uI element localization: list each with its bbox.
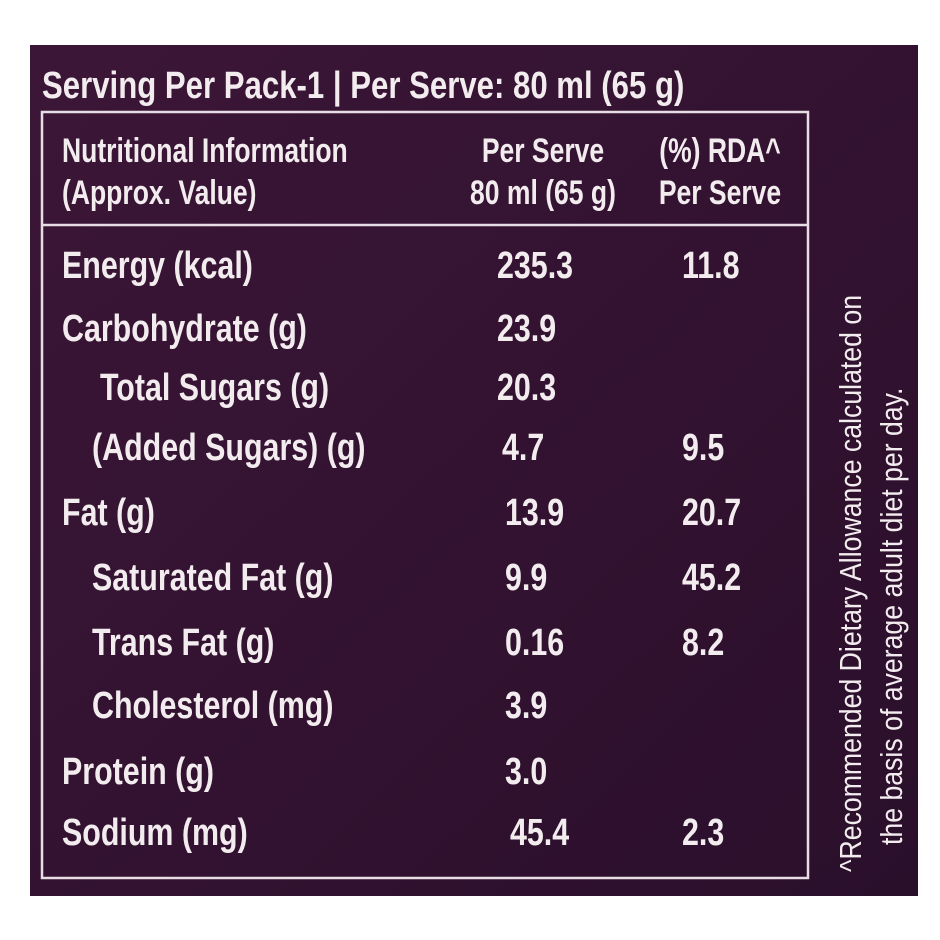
footnote: the basis of average adult diet per day.	[875, 388, 909, 845]
rda-value: 20.7	[682, 492, 741, 534]
rda-value: 9.5	[682, 427, 724, 469]
rda-value: 45.2	[682, 557, 741, 599]
rda-value: 2.3	[682, 812, 724, 854]
column-header: 80 ml (65 g)	[470, 174, 616, 212]
row-label: Saturated Fat (g)	[92, 557, 333, 599]
row-label: Carbohydrate (g)	[62, 308, 307, 350]
footnote: ^Recommended Dietary Allowance calculate…	[834, 295, 868, 872]
row-label: Cholesterol (mg)	[92, 685, 333, 727]
per-serve-value: 45.4	[510, 812, 569, 854]
row-label: Trans Fat (g)	[92, 622, 274, 664]
column-header: Per Serve	[659, 174, 781, 212]
per-serve-value: 13.9	[505, 492, 564, 534]
header-title: Serving Per Pack-1 | Per Serve: 80 ml (6…	[42, 65, 684, 107]
per-serve-value: 20.3	[497, 367, 556, 409]
rda-value: 8.2	[682, 622, 724, 664]
per-serve-value: 9.9	[505, 557, 547, 599]
row-label: Energy (kcal)	[62, 245, 253, 287]
per-serve-value: 3.9	[505, 685, 547, 727]
column-header: Per Serve	[482, 132, 604, 170]
column-header: (%) RDA^	[659, 132, 781, 170]
row-label: Fat (g)	[62, 492, 155, 534]
per-serve-value: 4.7	[502, 427, 544, 469]
rda-value: 11.8	[682, 245, 739, 287]
per-serve-value: 235.3	[497, 245, 573, 287]
row-label: (Added Sugars) (g)	[92, 427, 366, 469]
row-label: Sodium (mg)	[62, 812, 248, 854]
per-serve-value: 3.0	[505, 751, 547, 793]
per-serve-value: 23.9	[497, 308, 556, 350]
panel	[30, 45, 918, 896]
table-border	[40, 110, 810, 880]
column-header: Nutritional Information	[62, 132, 348, 170]
row-label: Protein (g)	[62, 751, 214, 793]
column-header: (Approx. Value)	[62, 174, 256, 212]
row-label: Total Sugars (g)	[100, 367, 329, 409]
per-serve-value: 0.16	[505, 622, 564, 664]
